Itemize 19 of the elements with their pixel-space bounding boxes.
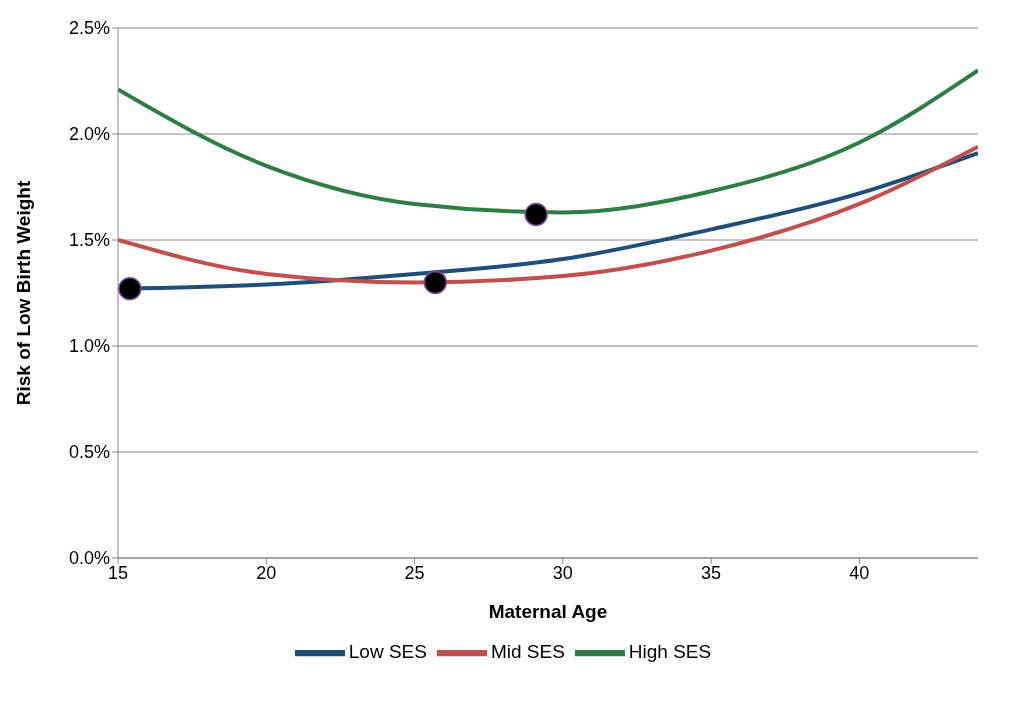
y-tick-label: 1.0% bbox=[68, 336, 110, 357]
y-axis-title: Risk of Low Birth Weight bbox=[12, 180, 34, 406]
point bbox=[524, 202, 548, 227]
x-tick-label: 30 bbox=[552, 562, 573, 583]
point bbox=[423, 270, 448, 295]
legend-label: Low SES bbox=[348, 641, 427, 663]
y-tick-label: 2.0% bbox=[68, 124, 110, 145]
x-tick-label: 35 bbox=[701, 562, 722, 583]
y-tick-label: 2.5% bbox=[68, 18, 110, 39]
y-tick-label: 1.5% bbox=[68, 230, 110, 251]
point bbox=[118, 277, 142, 301]
legend-label: Mid SES bbox=[490, 641, 565, 663]
x-tick-label: 25 bbox=[404, 562, 425, 583]
legend-label: High SES bbox=[628, 641, 712, 663]
x-tick-label: 40 bbox=[849, 562, 870, 583]
x-axis-title: Maternal Age bbox=[488, 601, 608, 622]
y-tick-label: 0.0% bbox=[68, 548, 110, 569]
y-tick-label: 0.5% bbox=[68, 442, 110, 463]
x-tick-label: 20 bbox=[256, 562, 277, 583]
